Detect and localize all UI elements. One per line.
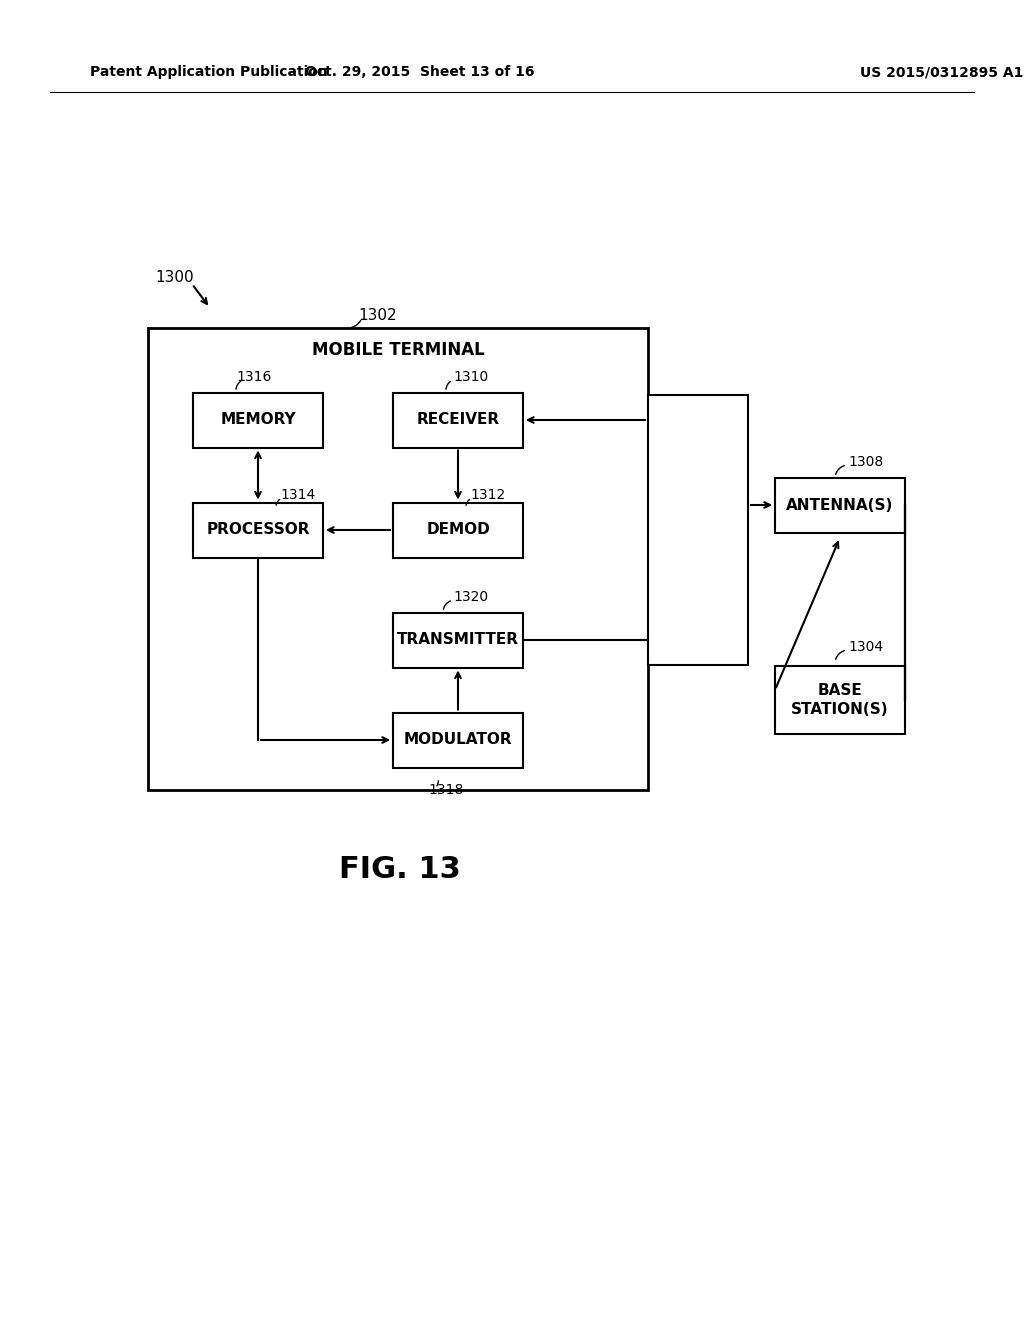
Bar (393, 392, 523, 447)
Text: 1302: 1302 (358, 309, 397, 323)
Text: 1304: 1304 (848, 640, 883, 653)
Bar (393, 713, 523, 767)
Text: 1316: 1316 (236, 370, 271, 384)
Text: 1308: 1308 (848, 455, 884, 469)
Bar (393, 612, 523, 668)
Text: 1312: 1312 (470, 488, 505, 502)
Text: BASE
STATION(S): BASE STATION(S) (792, 684, 889, 717)
Text: MEMORY: MEMORY (220, 412, 296, 428)
Text: TRANSMITTER: TRANSMITTER (397, 632, 519, 648)
Bar (193, 503, 323, 557)
Bar (775, 667, 905, 734)
Text: Patent Application Publication: Patent Application Publication (90, 65, 328, 79)
Text: US 2015/0312895 A1: US 2015/0312895 A1 (860, 65, 1023, 79)
Text: Oct. 29, 2015  Sheet 13 of 16: Oct. 29, 2015 Sheet 13 of 16 (305, 65, 535, 79)
Text: 1314: 1314 (280, 488, 315, 502)
Text: MODULATOR: MODULATOR (403, 733, 512, 747)
Text: 1300: 1300 (155, 271, 194, 285)
Text: 1310: 1310 (453, 370, 488, 384)
Bar (148, 327, 648, 789)
Text: 1318: 1318 (428, 783, 464, 797)
Text: PROCESSOR: PROCESSOR (206, 523, 309, 537)
Bar (393, 503, 523, 557)
Text: FIG. 13: FIG. 13 (339, 855, 461, 884)
Bar (648, 395, 748, 665)
Text: MOBILE TERMINAL: MOBILE TERMINAL (311, 341, 484, 359)
Text: DEMOD: DEMOD (426, 523, 489, 537)
Text: 1320: 1320 (453, 590, 488, 605)
Text: ANTENNA(S): ANTENNA(S) (786, 498, 894, 512)
Bar (775, 478, 905, 532)
Text: RECEIVER: RECEIVER (417, 412, 500, 428)
Bar (193, 392, 323, 447)
